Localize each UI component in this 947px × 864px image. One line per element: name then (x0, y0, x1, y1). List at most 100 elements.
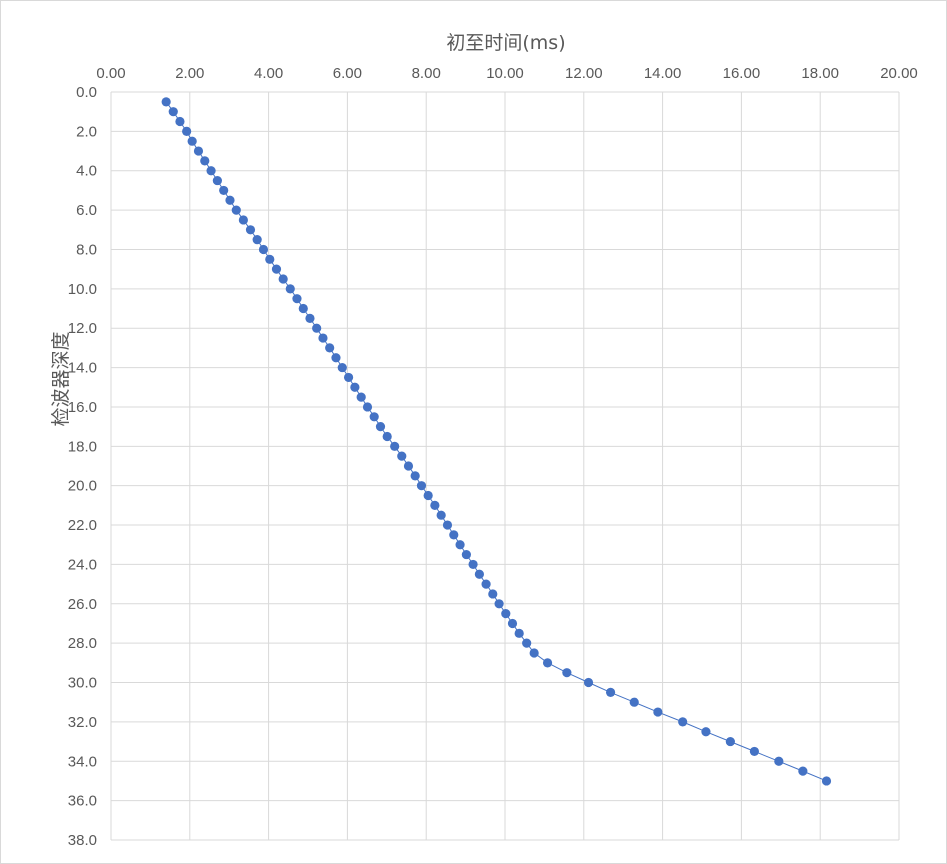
data-point (292, 294, 302, 304)
data-point (449, 530, 459, 540)
y-axis-ticks: 0.0 2.0 4.0 6.0 8.0 10.0 12.0 14.0 16.0 18.0 20.0 2… (68, 84, 97, 849)
y-tick-label: 12.0 (68, 320, 97, 337)
data-point (362, 402, 373, 412)
x-tick-label: 6.00 (333, 65, 362, 82)
y-tick-label: 36.0 (68, 793, 97, 810)
data-point (749, 746, 760, 757)
series-line (165, 101, 827, 782)
x-tick-label: 0.00 (96, 65, 125, 82)
data-point (206, 166, 216, 176)
data-point (182, 126, 192, 136)
data-point (481, 579, 491, 589)
y-tick-label: 28.0 (68, 635, 97, 652)
series-group (161, 97, 832, 786)
data-point (212, 175, 222, 186)
y-tick-label: 20.0 (68, 478, 97, 495)
data-point (168, 107, 178, 117)
y-tick-label: 24.0 (68, 556, 97, 573)
y-tick-label: 32.0 (68, 714, 97, 731)
data-point (529, 648, 539, 658)
data-point (430, 500, 440, 510)
data-point (461, 549, 471, 560)
data-point (605, 687, 616, 697)
y-tick-label: 22.0 (68, 517, 97, 534)
data-point (416, 481, 427, 491)
data-point (455, 540, 465, 550)
data-point (161, 97, 171, 107)
data-point (285, 284, 295, 294)
data-point (629, 697, 639, 707)
data-point (488, 589, 498, 599)
data-point (397, 451, 407, 461)
data-point (562, 668, 572, 678)
data-point (356, 392, 366, 402)
x-tick-label: 20.00 (880, 65, 918, 82)
data-point (382, 431, 392, 442)
x-axis-ticks: 0.00 2.00 4.00 6.00 8.00 10.00 12.00 14.00 16.00… (96, 65, 917, 82)
data-point (474, 569, 484, 579)
data-point (514, 628, 524, 638)
y-tick-label: 16.0 (68, 399, 97, 416)
x-tick-label: 18.00 (801, 65, 839, 82)
data-point (821, 776, 832, 786)
x-axis-title: 初至时间(ms) (446, 32, 565, 54)
y-tick-label: 38.0 (68, 832, 97, 849)
data-point (375, 422, 386, 432)
x-tick-label: 4.00 (254, 65, 283, 82)
data-point (343, 372, 354, 383)
data-point (774, 756, 784, 766)
y-tick-label: 0.0 (76, 84, 97, 101)
y-tick-label: 8.0 (76, 241, 97, 258)
x-tick-label: 16.00 (723, 65, 761, 82)
data-point (312, 323, 322, 333)
data-point (337, 362, 347, 373)
data-point (231, 205, 241, 215)
x-tick-label: 12.00 (565, 65, 603, 82)
data-point (542, 658, 553, 668)
data-point (187, 136, 197, 146)
data-point (271, 264, 282, 274)
data-point (423, 490, 433, 501)
data-point (193, 146, 204, 156)
data-point (225, 195, 235, 205)
data-point (501, 609, 511, 619)
data-point (350, 382, 360, 392)
data-point (522, 638, 532, 648)
data-point (325, 343, 335, 353)
data-point (219, 185, 229, 196)
data-point (436, 510, 446, 520)
y-tick-label: 18.0 (68, 438, 97, 455)
gridlines (110, 91, 900, 841)
data-point (494, 599, 504, 609)
data-point (468, 559, 478, 570)
data-point (583, 677, 594, 688)
data-point (331, 353, 341, 363)
data-point (175, 116, 185, 127)
y-tick-label: 34.0 (68, 753, 97, 770)
x-tick-label: 10.00 (486, 65, 524, 82)
data-point (725, 736, 735, 747)
data-point (678, 717, 688, 727)
data-point (507, 618, 518, 629)
data-point (298, 303, 308, 314)
data-point (318, 333, 328, 343)
data-point (653, 707, 663, 717)
x-tick-label: 8.00 (412, 65, 441, 82)
data-point (369, 412, 379, 422)
data-point (252, 235, 262, 245)
data-point (390, 441, 400, 451)
y-tick-label: 10.0 (68, 281, 97, 298)
data-point (258, 244, 269, 255)
data-point (245, 225, 256, 235)
data-point (238, 215, 248, 225)
data-point (701, 727, 711, 737)
y-tick-label: 14.0 (68, 360, 97, 377)
y-tick-label: 26.0 (68, 596, 97, 613)
data-point (403, 461, 414, 471)
data-point (442, 520, 453, 530)
y-tick-label: 30.0 (68, 675, 97, 692)
data-point (278, 274, 288, 284)
data-point (305, 313, 315, 323)
data-point (410, 471, 420, 481)
